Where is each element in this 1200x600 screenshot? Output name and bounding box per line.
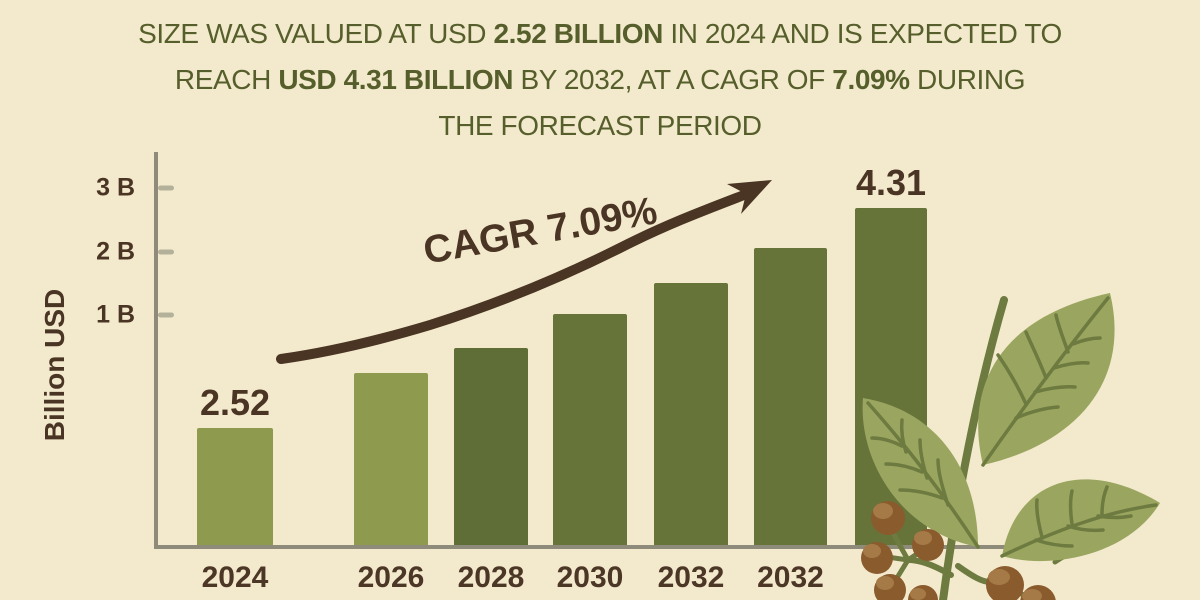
y-tick-mark (158, 185, 174, 191)
cagr-annotation: CAGR 7.09% (420, 189, 661, 273)
bar-forecast-end (855, 208, 927, 547)
headline-line: REACH USD 4.31 BILLION BY 2032, AT A CAG… (174, 64, 1026, 95)
y-tick-label: 2 B (96, 237, 135, 266)
x-tick-label: 2026 (357, 561, 425, 594)
y-tick-mark (158, 249, 174, 255)
bar-2032 (754, 248, 827, 547)
y-tick-label: 1 B (96, 300, 135, 329)
y-tick-mark (158, 312, 174, 318)
x-tick-label: 2032 (757, 561, 824, 594)
x-tick-label: 2032 (657, 561, 725, 594)
y-tick-label: 3 B (96, 173, 135, 202)
headline: SIZE WAS VALUED AT USD 2.52 BILLION IN 2… (0, 11, 1200, 149)
x-tick-label: 2024 (201, 561, 269, 594)
bar-2028 (454, 348, 528, 547)
x-tick-label: 2028 (457, 561, 525, 594)
bar-value-label: 2.52 (199, 382, 271, 423)
y-axis-title: Billion USD (39, 288, 70, 442)
bar-2032 (654, 283, 728, 547)
bar-2030 (553, 314, 627, 547)
y-axis-line (154, 152, 158, 548)
x-axis-line (154, 545, 1066, 549)
headline-line: THE FORECAST PERIOD (438, 110, 762, 141)
bar-2024 (197, 428, 273, 547)
headline-line: SIZE WAS VALUED AT USD 2.52 BILLION IN 2… (138, 18, 1062, 49)
bar-2026 (354, 373, 428, 547)
arrow-head (727, 180, 772, 214)
x-tick-label: 2030 (556, 561, 624, 594)
leaf-icon (978, 293, 1115, 467)
berry-cluster (986, 566, 1056, 600)
bar-value-label: 4.31 (855, 162, 927, 203)
